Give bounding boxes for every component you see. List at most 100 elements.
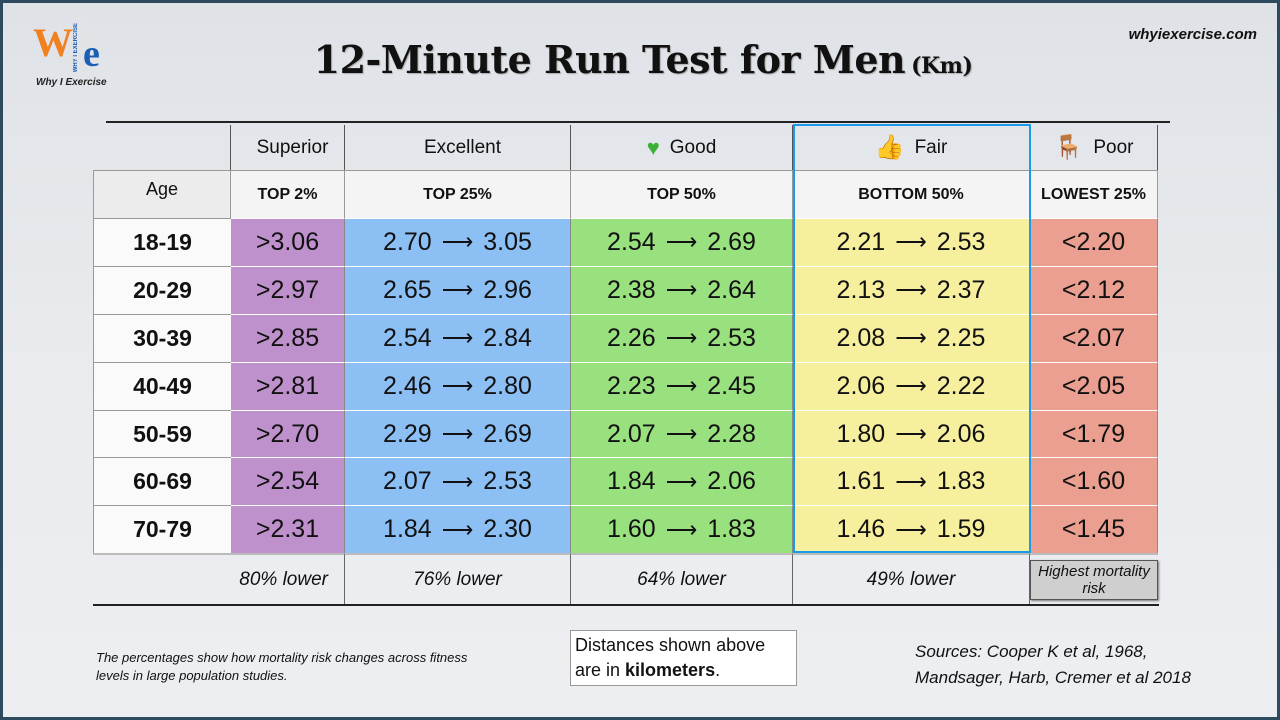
- sources-line1: Sources: Cooper K et al, 1968,: [915, 642, 1148, 661]
- value-poor: <2.20: [1030, 218, 1158, 266]
- range-high: 2.53: [483, 467, 532, 496]
- arrow-icon: ⟶: [895, 277, 927, 303]
- divider: [106, 121, 1170, 123]
- value: >2.70: [255, 419, 320, 448]
- mortality-note: The percentages show how mortality risk …: [96, 650, 468, 683]
- range-high: 2.69: [707, 227, 756, 256]
- arrow-icon: ⟶: [441, 373, 474, 399]
- arrow-icon: ⟶: [665, 277, 698, 303]
- value: <2.07: [1061, 323, 1126, 352]
- arrow-icon: ⟶: [665, 516, 698, 542]
- range-exc: 2.54 ⟶ 2.84: [345, 313, 571, 362]
- thumbs-up-icon: 👍: [874, 134, 905, 161]
- arrow-icon: ⟶: [665, 421, 698, 446]
- range-low: 2.23: [607, 371, 656, 400]
- arrow-icon: ⟶: [665, 468, 698, 494]
- range-low: 1.80: [836, 419, 886, 448]
- range-low: 1.60: [607, 515, 656, 544]
- value: <1.60: [1061, 467, 1126, 496]
- rank-label: LOWEST 25%: [1041, 185, 1146, 203]
- value: <2.20: [1061, 227, 1126, 256]
- value: >3.06: [255, 227, 320, 256]
- age-40-49: 40-49: [93, 361, 231, 410]
- range-fair: 2.08 ⟶ 2.25: [793, 313, 1030, 362]
- page-title: 12-Minute Run Test for Men (Km): [3, 37, 1280, 82]
- range-low: 2.65: [383, 275, 432, 304]
- rank-label: TOP 25%: [423, 185, 492, 203]
- header-excellent: Excellent: [345, 125, 571, 170]
- value: <2.05: [1061, 371, 1126, 400]
- age-header-label: Age: [145, 179, 179, 199]
- value-superior: >2.97: [231, 265, 345, 314]
- range-exc: 2.65 ⟶ 2.96: [345, 265, 571, 314]
- value-poor: <2.12: [1030, 265, 1158, 314]
- logo: W WHY I EXERCISE e Why I Exercise: [33, 21, 123, 93]
- value: >2.81: [255, 371, 320, 400]
- age-label: 60-69: [133, 468, 192, 495]
- value: <2.12: [1061, 275, 1126, 304]
- value: <1.45: [1061, 515, 1126, 544]
- footer-poor: Highest mortality risk: [1030, 553, 1158, 605]
- age-label: 18-19: [133, 228, 192, 255]
- unit-note-line2: are in kilometers.: [575, 658, 792, 683]
- run-test-table: Superior Excellent ♥ Good 👍 Fair 🪑 Poor Age TOP 2…: [93, 125, 1158, 606]
- value: >2.97: [255, 275, 320, 304]
- range-fair: 1.80 ⟶ 2.06: [793, 409, 1030, 458]
- value-poor: <2.05: [1030, 361, 1158, 410]
- value: >2.85: [255, 323, 320, 352]
- range-fair: 2.06 ⟶ 2.22: [793, 361, 1030, 410]
- unit-note-bold: kilometers: [625, 660, 716, 680]
- footer-exc: 76% lower: [345, 553, 571, 606]
- value: >2.31: [255, 515, 320, 544]
- age-header: Age: [93, 170, 231, 218]
- arrow-icon: ⟶: [441, 277, 474, 303]
- value: >2.54: [255, 467, 320, 496]
- range-low: 2.07: [607, 419, 656, 448]
- header-superior: Superior: [231, 125, 345, 170]
- age-label: 20-29: [133, 276, 192, 303]
- arrow-icon: ⟶: [665, 373, 698, 399]
- value-poor: <1.45: [1030, 505, 1158, 554]
- range-good: 2.26 ⟶ 2.53: [571, 313, 793, 362]
- range-good: 2.38 ⟶ 2.64: [571, 265, 793, 314]
- title-unit: (Km): [911, 53, 973, 79]
- arrow-icon: ⟶: [441, 516, 474, 542]
- arrow-icon: ⟶: [895, 373, 927, 399]
- age-70-79: 70-79: [93, 505, 231, 554]
- arrow-icon: ⟶: [665, 229, 698, 255]
- value-superior: >2.85: [231, 313, 345, 362]
- range-high: 2.53: [936, 227, 986, 256]
- range-low: 2.06: [836, 371, 886, 400]
- rank-fair: BOTTOM 50%: [793, 170, 1030, 218]
- rank-sup: TOP 2%: [231, 170, 345, 218]
- range-high: 2.69: [483, 419, 532, 448]
- age-20-29: 20-29: [93, 265, 231, 314]
- header-poor: 🪑 Poor: [1030, 125, 1158, 170]
- range-low: 2.07: [383, 467, 432, 496]
- age-60-69: 60-69: [93, 457, 231, 506]
- rank-poor: LOWEST 25%: [1030, 170, 1158, 218]
- footer-good: 64% lower: [571, 553, 793, 606]
- range-low: 1.84: [383, 515, 432, 544]
- age-50-59: 50-59: [93, 409, 231, 458]
- arrow-icon: ⟶: [895, 325, 927, 351]
- range-good: 1.84 ⟶ 2.06: [571, 457, 793, 506]
- range-high: 2.25: [936, 323, 986, 352]
- divider: [93, 604, 1159, 606]
- chair-icon: 🪑: [1053, 134, 1084, 161]
- rank-exc: TOP 25%: [345, 170, 571, 218]
- range-low: 2.54: [607, 227, 656, 256]
- range-high: 2.37: [936, 275, 986, 304]
- age-18-19: 18-19: [93, 218, 231, 266]
- range-low: 1.84: [607, 467, 656, 496]
- range-high: 2.53: [707, 323, 756, 352]
- range-low: 1.46: [836, 515, 886, 544]
- range-high: 2.28: [707, 419, 756, 448]
- arrow-icon: ⟶: [895, 421, 927, 446]
- arrow-icon: ⟶: [441, 325, 474, 351]
- title-text: 12-Minute Run Test for Men: [313, 37, 906, 82]
- range-high: 2.84: [483, 323, 532, 352]
- value-poor: <1.60: [1030, 457, 1158, 506]
- sources: Sources: Cooper K et al, 1968, Mandsager…: [915, 639, 1191, 691]
- range-good: 2.54 ⟶ 2.69: [571, 218, 793, 266]
